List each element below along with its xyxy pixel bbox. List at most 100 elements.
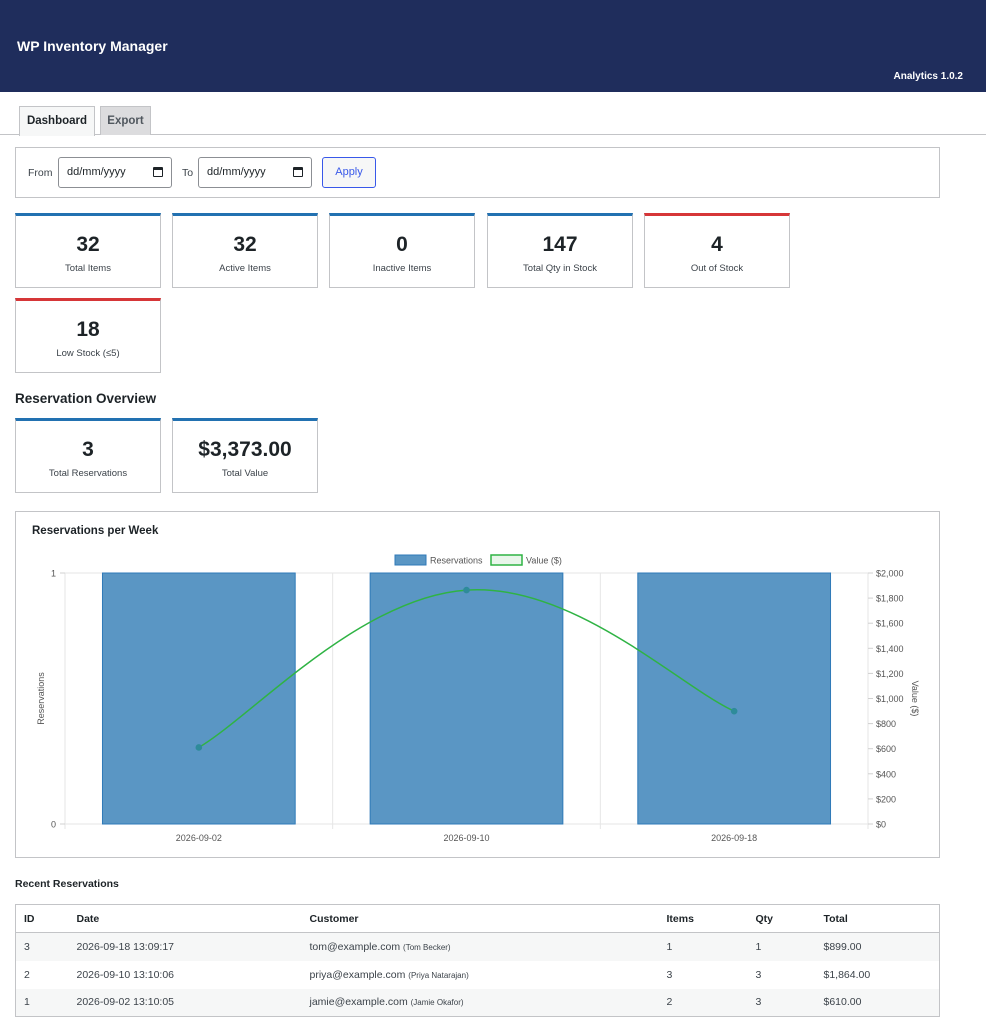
from-label: From — [28, 167, 53, 179]
top-bar: WP Inventory Manager Analytics 1.0.2 — [0, 0, 986, 92]
stat-label: Total Qty in Stock — [523, 263, 597, 274]
cell-date: 2026-09-18 13:09:17 — [68, 932, 302, 961]
version-label: Analytics 1.0.2 — [893, 71, 963, 82]
customer-email: jamie@example.com — [309, 996, 408, 1009]
tab-bar: Dashboard Export — [0, 106, 986, 136]
table-row: 1 2026-09-02 13:10:05 jamie@example.com … — [15, 988, 940, 1017]
cell-customer: priya@example.com (Priya Natarajan) — [302, 961, 659, 989]
stat-label: Active Items — [219, 263, 271, 274]
apply-button[interactable]: Apply — [322, 157, 376, 188]
to-date-input[interactable]: dd/mm/yyyy — [198, 157, 312, 188]
table-row: 2 2026-09-10 13:10:06 priya@example.com … — [16, 961, 940, 989]
stat-label: Low Stock (≤5) — [56, 348, 120, 359]
stat-value: 0 — [396, 233, 408, 256]
column-header-qty: Qty — [747, 904, 816, 933]
column-header-total: Total — [815, 904, 940, 933]
customer-name: (Priya Natarajan) — [408, 970, 469, 980]
cell-customer: tom@example.com (Tom Becker) — [301, 932, 659, 961]
legend-label-value: Value ($) — [526, 556, 562, 566]
stat-card-out-of-stock: 4 Out of Stock — [644, 213, 790, 288]
calendar-icon[interactable] — [153, 167, 163, 177]
column-header-date: Date — [68, 904, 302, 933]
cell-total: $899.00 — [815, 932, 940, 961]
y-tick-label-left: 0 — [51, 820, 56, 830]
cell-total: $1,864.00 — [823, 968, 871, 981]
stat-value: 18 — [76, 318, 100, 341]
column-header-items: Items — [658, 904, 748, 933]
stat-label: Total Items — [65, 263, 111, 274]
table-header-row: ID Date Customer Items Qty Total — [15, 904, 940, 933]
stat-label: Out of Stock — [690, 263, 744, 274]
column-header-id: ID — [15, 904, 69, 933]
y-tick-label-right: $600 — [876, 744, 896, 754]
column-header-customer: Customer — [301, 904, 659, 933]
calendar-icon[interactable] — [293, 167, 303, 177]
customer-email: tom@example.com — [309, 940, 401, 953]
cell-date: 2026-09-02 13:10:05 — [68, 988, 302, 1017]
cell-id: 3 — [15, 932, 69, 961]
y-tick-label-left: 1 — [51, 569, 56, 579]
stat-card-total-reservations: 3 Total Reservations — [15, 418, 161, 493]
cell-id: 1 — [15, 988, 69, 1017]
point-value — [730, 707, 738, 715]
cell-items: 3 — [666, 968, 673, 981]
customer-name: (Tom Becker) — [403, 942, 451, 952]
y-tick-label-right: $1,600 — [876, 619, 904, 629]
x-tick-label: 2026-09-10 — [443, 833, 489, 843]
to-label: To — [182, 167, 194, 179]
recent-reservations-heading: Recent Reservations — [15, 878, 119, 890]
chart-title: Reservations per Week — [32, 525, 159, 537]
customer-email: priya@example.com — [309, 968, 406, 981]
cell-total: $610.00 — [815, 988, 940, 1017]
cell-items: 1 — [658, 932, 748, 961]
stat-value: 32 — [233, 233, 257, 256]
stat-value: 32 — [76, 233, 100, 256]
stat-value: 4 — [711, 233, 723, 256]
cell-id: 2 — [24, 968, 30, 981]
tab-dashboard[interactable]: Dashboard — [19, 106, 95, 136]
bar-reservations — [369, 572, 564, 825]
y-tick-label-right: $200 — [876, 794, 896, 804]
recent-reservations-table: ID Date Customer Items Qty Total 3 2026-… — [15, 904, 940, 1017]
from-date-input[interactable]: dd/mm/yyyy — [58, 157, 172, 188]
x-tick-label: 2026-09-18 — [711, 833, 757, 843]
stat-card-total-qty: 147 Total Qty in Stock — [487, 213, 633, 288]
cell-qty: 1 — [747, 932, 816, 961]
cell-qty: 3 — [755, 968, 762, 981]
legend-label-reservations: Reservations — [430, 556, 483, 566]
stat-value: $3,373.00 — [198, 438, 292, 461]
stat-card-inactive-items: 0 Inactive Items — [329, 213, 475, 288]
table-row: 3 2026-09-18 13:09:17 tom@example.com (T… — [15, 932, 940, 961]
y-tick-label-right: $800 — [876, 719, 896, 729]
customer-name: (Jamie Okafor) — [410, 998, 464, 1008]
reservation-overview-heading: Reservation Overview — [15, 391, 157, 406]
reservations-chart-panel: Reservations per Week $0 $200 $400 $600 $800… — [15, 511, 940, 858]
y-tick-label-right: $1,200 — [876, 669, 904, 679]
legend-swatch-reservations — [394, 554, 427, 566]
cell-customer: jamie@example.com (Jamie Okafor) — [301, 988, 659, 1017]
y-tick-label-right: $1,000 — [876, 694, 904, 704]
reservations-chart: $0 $200 $400 $600 $800 $1,000 $1,200 $1,400 $1,6… — [36, 554, 920, 843]
x-tick-label: 2026-09-02 — [176, 833, 222, 843]
stat-value: 147 — [542, 233, 578, 256]
from-date-value: dd/mm/yyyy — [67, 166, 126, 178]
y-axis-title-left: Reservations — [36, 672, 46, 725]
stat-value: 3 — [82, 438, 94, 461]
stat-card-total-value: $3,373.00 Total Value — [172, 418, 318, 493]
point-value — [463, 586, 470, 594]
y-axis-title-right: Value ($) — [910, 681, 920, 717]
y-tick-label-right: $1,800 — [876, 594, 904, 604]
bar-reservations — [637, 572, 832, 825]
y-tick-label-right: $1,400 — [876, 644, 904, 654]
stat-card-active-items: 32 Active Items — [172, 213, 318, 288]
cell-items: 2 — [658, 988, 748, 1017]
app-title: WP Inventory Manager — [17, 38, 168, 54]
y-tick-label-right: $0 — [876, 820, 886, 830]
y-tick-label-right: $2,000 — [876, 569, 904, 579]
stat-label: Inactive Items — [372, 263, 432, 274]
stat-card-low-stock: 18 Low Stock (≤5) — [15, 298, 161, 373]
tab-export[interactable]: Export — [100, 106, 151, 135]
bar-reservations — [101, 572, 296, 825]
stat-card-total-items: 32 Total Items — [15, 213, 161, 288]
cell-qty: 3 — [747, 988, 816, 1017]
